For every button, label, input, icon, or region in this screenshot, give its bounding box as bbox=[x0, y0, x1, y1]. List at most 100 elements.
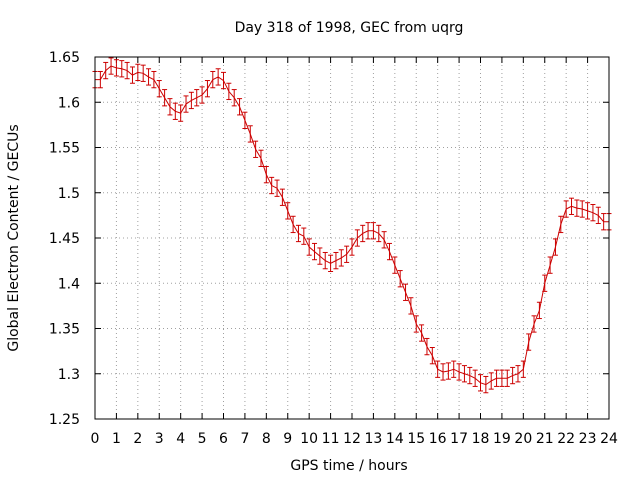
data-point bbox=[113, 59, 119, 77]
data-point bbox=[237, 98, 243, 116]
data-point bbox=[156, 80, 162, 98]
y-tick-label: 1.55 bbox=[49, 141, 80, 157]
data-point bbox=[494, 369, 500, 387]
x-tick-label: 23 bbox=[579, 431, 597, 447]
data-point bbox=[178, 104, 184, 122]
data-point bbox=[247, 125, 253, 143]
data-point bbox=[199, 86, 205, 104]
x-tick-label: 22 bbox=[557, 431, 575, 447]
x-tick-label: 9 bbox=[283, 431, 292, 447]
x-tick-label: 10 bbox=[300, 431, 318, 447]
data-point bbox=[162, 89, 168, 107]
data-point bbox=[504, 369, 510, 387]
data-point bbox=[510, 366, 516, 385]
data-point bbox=[408, 297, 414, 315]
data-point bbox=[569, 197, 575, 215]
y-tick-label: 1.6 bbox=[58, 95, 80, 111]
data-point bbox=[595, 206, 601, 225]
data-point bbox=[306, 238, 312, 256]
data-point bbox=[392, 256, 398, 274]
data-point bbox=[478, 374, 483, 392]
data-point bbox=[151, 70, 157, 89]
data-point bbox=[360, 224, 366, 243]
data-point bbox=[290, 215, 296, 234]
x-tick-label: 18 bbox=[472, 431, 490, 447]
data-point bbox=[124, 61, 130, 80]
x-tick-label: 17 bbox=[450, 431, 468, 447]
y-tick-label: 1.35 bbox=[49, 322, 80, 338]
chart-title: Day 318 of 1998, GEC from uqrg bbox=[235, 20, 464, 36]
data-point bbox=[445, 362, 451, 380]
data-point bbox=[579, 200, 585, 218]
data-point bbox=[295, 224, 301, 243]
data-point bbox=[253, 140, 259, 158]
data-point bbox=[188, 91, 194, 110]
data-point bbox=[456, 363, 462, 381]
data-point bbox=[531, 315, 537, 333]
data-point bbox=[424, 337, 430, 356]
data-point bbox=[440, 363, 446, 381]
x-tick-label: 11 bbox=[322, 431, 340, 447]
data-point bbox=[263, 166, 269, 184]
data-point bbox=[140, 64, 146, 82]
x-tick-label: 16 bbox=[429, 431, 447, 447]
data-point bbox=[429, 347, 435, 365]
data-point bbox=[215, 68, 221, 86]
data-point bbox=[574, 199, 580, 217]
x-tick-label: 7 bbox=[240, 431, 249, 447]
x-tick-label: 13 bbox=[365, 431, 383, 447]
data-point bbox=[301, 227, 307, 245]
data-point bbox=[129, 66, 135, 84]
data-point bbox=[354, 229, 360, 247]
data-point bbox=[204, 80, 210, 98]
data-point bbox=[435, 360, 441, 378]
data-point bbox=[376, 224, 382, 243]
data-point bbox=[258, 149, 264, 168]
data-point bbox=[183, 95, 189, 113]
x-tick-label: 24 bbox=[600, 431, 618, 447]
x-tick-label: 8 bbox=[262, 431, 271, 447]
data-point bbox=[322, 251, 328, 270]
x-tick-labels: 0 1 2 3 4 5 6 7 8 9 10 11 12 13 14 15 16 17 18 19 20 21 22 23 24 bbox=[91, 431, 618, 447]
y-tick-label: 1.65 bbox=[49, 50, 80, 66]
data-point bbox=[483, 375, 489, 394]
y-tick-label: 1.4 bbox=[58, 276, 80, 292]
data-point bbox=[285, 202, 291, 220]
data-point bbox=[472, 369, 478, 387]
data-point bbox=[317, 247, 323, 265]
data-point bbox=[585, 202, 591, 220]
data-point bbox=[542, 274, 548, 292]
data-point bbox=[312, 242, 318, 261]
y-tick-labels: 1.25 1.3 1.35 1.4 1.45 1.5 1.55 1.6 1.65 bbox=[49, 50, 80, 428]
x-tick-label: 4 bbox=[176, 431, 185, 447]
data-point bbox=[370, 222, 376, 240]
data-point bbox=[97, 70, 103, 89]
data-point bbox=[172, 102, 178, 120]
x-tick-label: 14 bbox=[386, 431, 404, 447]
grid-lines bbox=[95, 57, 609, 419]
data-point bbox=[242, 111, 248, 129]
y-axis-label: Global Electron Content / GECUs bbox=[6, 124, 22, 351]
data-point bbox=[413, 315, 419, 333]
x-tick-label: 3 bbox=[155, 431, 164, 447]
x-tick-label: 6 bbox=[219, 431, 228, 447]
data-point bbox=[135, 63, 141, 82]
data-point bbox=[590, 204, 596, 222]
axis-ticks bbox=[94, 56, 610, 420]
data-point bbox=[558, 215, 564, 234]
data-point bbox=[349, 238, 355, 256]
data-point bbox=[547, 256, 553, 274]
y-tick-label: 1.45 bbox=[49, 231, 80, 247]
data-point bbox=[231, 89, 237, 107]
data-point bbox=[467, 366, 473, 385]
data-point bbox=[488, 372, 494, 390]
plot-frame bbox=[94, 56, 610, 420]
data-point bbox=[328, 254, 334, 272]
data-point bbox=[333, 251, 339, 270]
data-point bbox=[103, 61, 109, 80]
data-point bbox=[520, 360, 526, 378]
data-point bbox=[461, 365, 467, 383]
data-point bbox=[194, 89, 200, 107]
data-point bbox=[221, 71, 226, 90]
